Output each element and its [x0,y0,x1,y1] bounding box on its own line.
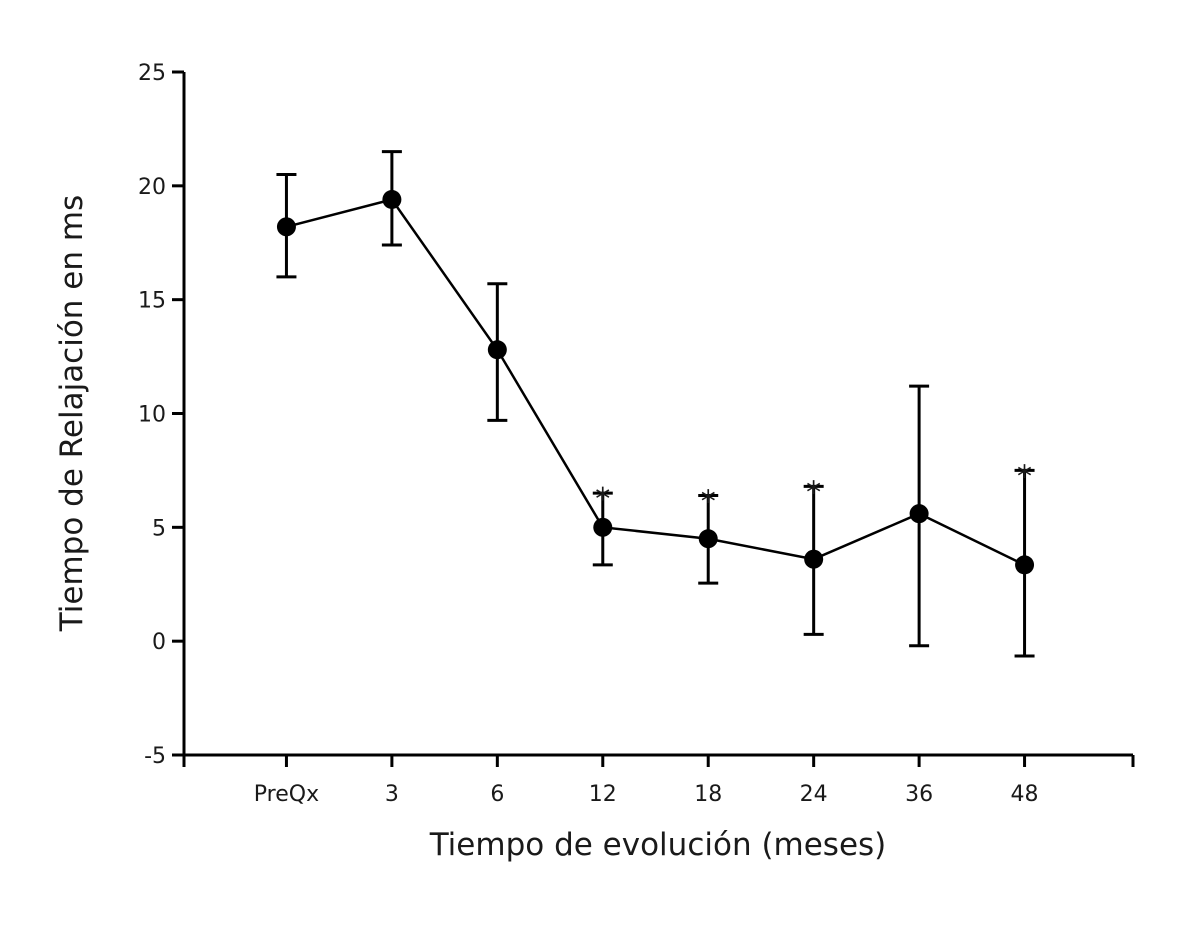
y-axis-title: Tiempo de Relajación en ms [54,195,90,632]
y-ticks: -5 0 5 10 15 20 25 [138,61,184,769]
data-point [276,217,296,237]
x-axis-title: Tiempo de evolución (meses) [429,827,887,863]
series-line [286,198,1026,567]
y-tick-label: 15 [138,289,166,314]
data-point [487,340,507,360]
significance-marker: * [701,484,716,519]
series: * * * * [276,150,1035,658]
y-tick-label: 10 [138,403,166,428]
x-tick-label: 6 [490,782,504,807]
x-tick-label: 12 [589,782,617,807]
y-tick-label: 25 [138,61,166,86]
data-point [909,504,929,524]
x-tick-label: 18 [694,782,722,807]
data-point [1015,555,1035,575]
x-tick-label: 36 [905,782,933,807]
data-point [804,549,824,569]
axes [182,72,1135,767]
data-point [698,529,718,549]
x-tick-label: 48 [1011,782,1039,807]
significance-marker: * [595,482,610,517]
x-ticks: PreQx 3 6 12 18 24 36 48 [254,755,1039,807]
y-tick-label: 0 [152,630,166,655]
y-tick-label: 20 [138,175,166,200]
x-tick-label: PreQx [254,782,319,807]
y-tick-label: 5 [152,516,166,541]
data-point [593,517,613,537]
data-point [382,189,402,209]
x-tick-label: 24 [800,782,828,807]
significance-marker: * [806,475,821,510]
x-tick-label: 3 [385,782,399,807]
y-tick-label: -5 [144,744,166,769]
significance-marker: * [1017,459,1032,494]
